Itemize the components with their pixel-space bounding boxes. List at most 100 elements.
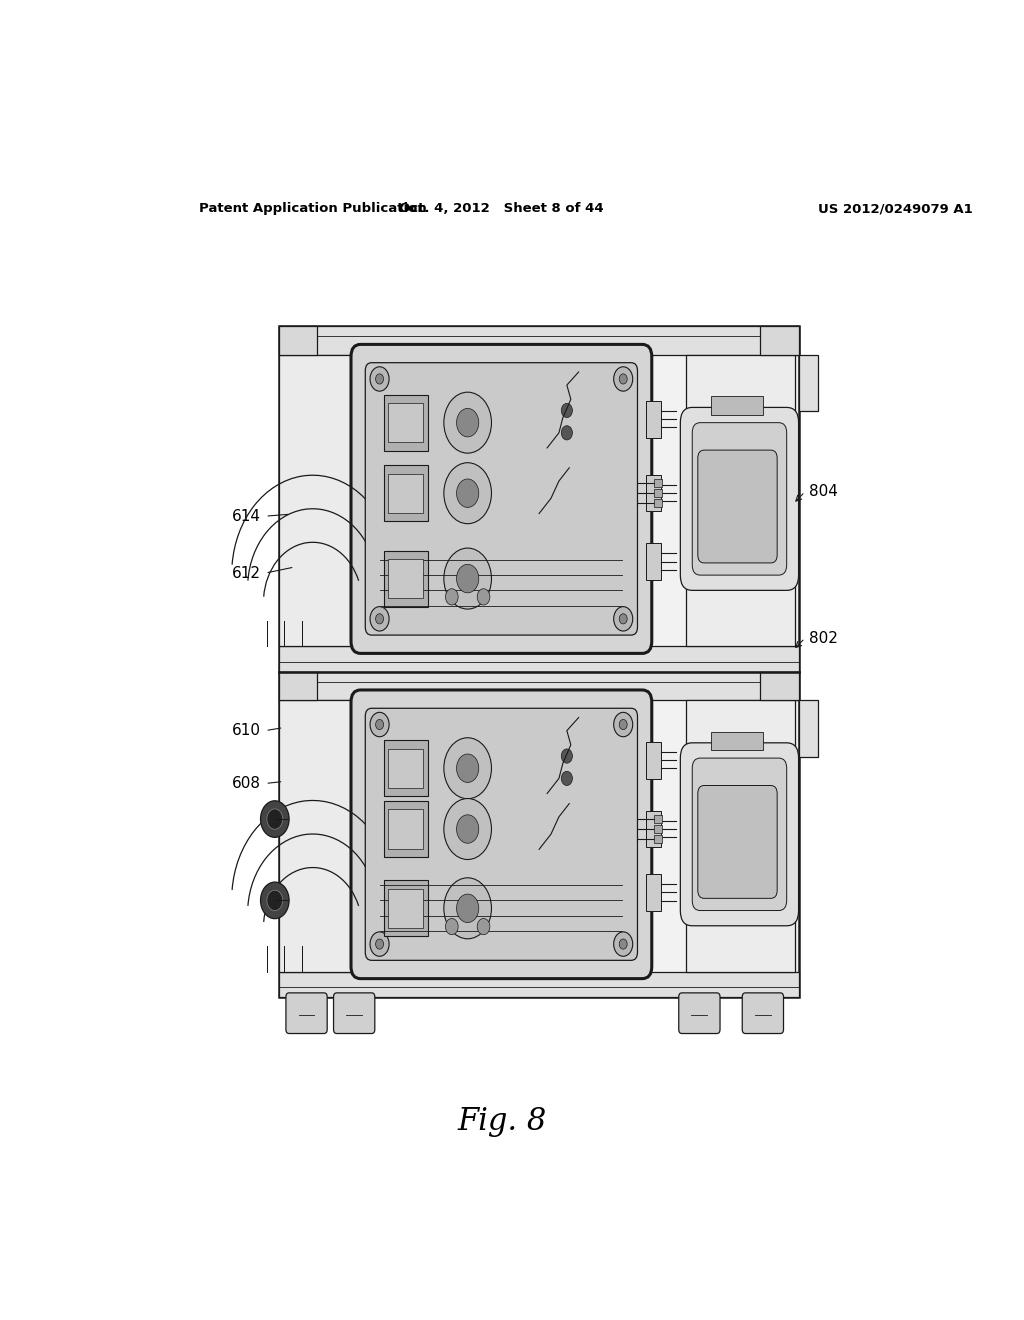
Text: Patent Application Publication: Patent Application Publication [200,202,427,215]
Circle shape [443,799,492,859]
Bar [387,474,423,512]
Text: 614: 614 [232,508,261,524]
Circle shape [727,479,775,540]
Circle shape [267,809,283,829]
Circle shape [718,466,784,552]
Circle shape [376,614,384,624]
FancyBboxPatch shape [697,450,777,562]
Circle shape [443,738,492,799]
Bar [761,326,799,355]
FancyBboxPatch shape [692,758,786,911]
Text: 802: 802 [809,631,838,645]
Bar [279,326,799,355]
Circle shape [613,713,633,737]
Bar [384,801,428,857]
Circle shape [620,719,627,730]
Bar [279,672,316,700]
Bar [387,809,423,849]
Bar [387,558,423,598]
Bar [654,499,663,507]
Circle shape [260,882,289,919]
Circle shape [620,939,627,949]
Bar [384,465,428,521]
Circle shape [620,614,627,624]
FancyBboxPatch shape [286,993,328,1034]
Bar [387,403,423,442]
Bar [384,741,428,796]
Circle shape [370,713,389,737]
Circle shape [443,878,492,939]
Circle shape [477,589,489,605]
Text: 804: 804 [809,484,838,499]
Circle shape [443,548,492,609]
Circle shape [457,565,479,593]
Circle shape [260,801,289,837]
FancyBboxPatch shape [351,690,652,978]
Circle shape [376,719,384,730]
Circle shape [457,479,479,507]
FancyBboxPatch shape [680,743,799,925]
Circle shape [561,771,572,785]
Bar [384,550,428,606]
FancyBboxPatch shape [366,709,638,961]
Circle shape [613,607,633,631]
FancyBboxPatch shape [692,422,786,576]
Text: Oct. 4, 2012   Sheet 8 of 44: Oct. 4, 2012 Sheet 8 of 44 [398,202,603,215]
Bar [646,874,660,911]
Circle shape [613,932,633,956]
Circle shape [561,748,572,763]
Circle shape [457,408,479,437]
Circle shape [718,801,784,887]
Polygon shape [799,700,818,758]
Circle shape [613,367,633,391]
Circle shape [370,367,389,391]
Bar [711,396,763,414]
Bar [279,672,799,997]
Text: 608: 608 [232,776,261,791]
Text: Fig. 8: Fig. 8 [458,1106,547,1137]
Circle shape [477,919,489,935]
Bar [279,326,799,672]
Bar [654,479,663,487]
Polygon shape [799,355,818,412]
Circle shape [445,589,458,605]
Circle shape [561,426,572,440]
Bar [384,880,428,936]
Bar [686,700,795,972]
Bar [654,490,663,498]
Circle shape [443,463,492,524]
Circle shape [561,404,572,417]
Bar [646,544,660,579]
Bar [646,742,660,779]
FancyBboxPatch shape [680,408,799,590]
Bar [646,810,660,847]
Bar [279,700,354,972]
Circle shape [443,392,492,453]
Bar [279,647,799,672]
Circle shape [370,932,389,956]
Bar [686,355,795,647]
Bar [279,355,354,647]
Bar [654,814,663,822]
Circle shape [620,374,627,384]
FancyBboxPatch shape [351,345,652,653]
Bar [384,395,428,450]
Circle shape [370,607,389,631]
Text: 612: 612 [232,565,261,581]
Bar [654,836,663,843]
Bar [646,401,660,437]
FancyBboxPatch shape [334,993,375,1034]
FancyBboxPatch shape [697,785,777,899]
Circle shape [727,814,775,875]
Bar [761,672,799,700]
Bar [654,825,663,833]
Circle shape [457,754,479,783]
FancyBboxPatch shape [366,363,638,635]
Text: US 2012/0249079 A1: US 2012/0249079 A1 [818,202,973,215]
Circle shape [267,890,283,911]
Circle shape [376,374,384,384]
Bar [387,888,423,928]
Text: 610: 610 [232,723,261,738]
Bar [646,475,660,511]
Circle shape [445,919,458,935]
